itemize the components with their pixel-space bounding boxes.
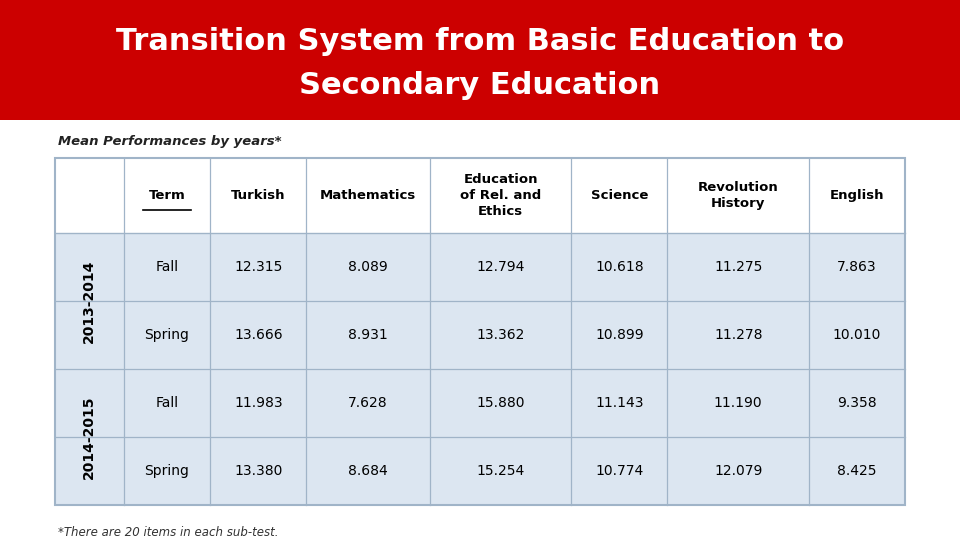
Text: *There are 20 items in each sub-test.: *There are 20 items in each sub-test.: [58, 526, 278, 539]
Text: 10.618: 10.618: [595, 260, 644, 274]
Bar: [0, 0, 960, 120]
Text: 15.254: 15.254: [476, 464, 525, 478]
Text: Mean Performances by years*: Mean Performances by years*: [58, 136, 281, 148]
Text: 2013-2014: 2013-2014: [83, 259, 96, 343]
Text: Fall: Fall: [156, 260, 179, 274]
Bar: [55, 301, 905, 369]
Text: 2014-2015: 2014-2015: [83, 395, 96, 479]
Text: 8.931: 8.931: [348, 328, 388, 342]
Text: Secondary Education: Secondary Education: [300, 71, 660, 99]
Bar: [55, 158, 905, 505]
Text: 8.089: 8.089: [348, 260, 388, 274]
Text: 12.079: 12.079: [714, 464, 762, 478]
Bar: [55, 158, 905, 233]
Text: Education
of Rel. and
Ethics: Education of Rel. and Ethics: [460, 173, 541, 218]
Text: 10.774: 10.774: [595, 464, 643, 478]
Text: 11.275: 11.275: [714, 260, 762, 274]
Text: 10.899: 10.899: [595, 328, 644, 342]
Text: Mathematics: Mathematics: [320, 189, 417, 202]
Text: 15.880: 15.880: [476, 396, 525, 410]
Text: Turkish: Turkish: [231, 189, 286, 202]
Text: 11.190: 11.190: [714, 396, 762, 410]
Text: 13.380: 13.380: [234, 464, 282, 478]
Bar: [55, 437, 905, 505]
Text: 8.684: 8.684: [348, 464, 388, 478]
Text: Fall: Fall: [156, 396, 179, 410]
Text: 11.983: 11.983: [234, 396, 282, 410]
Text: Revolution
History: Revolution History: [698, 181, 779, 210]
Text: 9.358: 9.358: [837, 396, 876, 410]
Text: 12.315: 12.315: [234, 260, 282, 274]
Text: Science: Science: [590, 189, 648, 202]
Text: Spring: Spring: [145, 328, 189, 342]
Text: 11.143: 11.143: [595, 396, 643, 410]
Bar: [55, 369, 905, 437]
Text: Term: Term: [149, 189, 185, 202]
Bar: [55, 233, 905, 301]
Text: 10.010: 10.010: [833, 328, 881, 342]
Text: 8.425: 8.425: [837, 464, 876, 478]
Text: 7.863: 7.863: [837, 260, 876, 274]
Text: English: English: [829, 189, 884, 202]
Text: Spring: Spring: [145, 464, 189, 478]
Text: 7.628: 7.628: [348, 396, 388, 410]
Text: 13.666: 13.666: [234, 328, 282, 342]
Text: Transition System from Basic Education to: Transition System from Basic Education t…: [116, 28, 844, 57]
Text: 11.278: 11.278: [714, 328, 762, 342]
Text: 12.794: 12.794: [476, 260, 525, 274]
Bar: [55, 369, 124, 505]
Text: 13.362: 13.362: [476, 328, 525, 342]
Bar: [55, 233, 124, 369]
